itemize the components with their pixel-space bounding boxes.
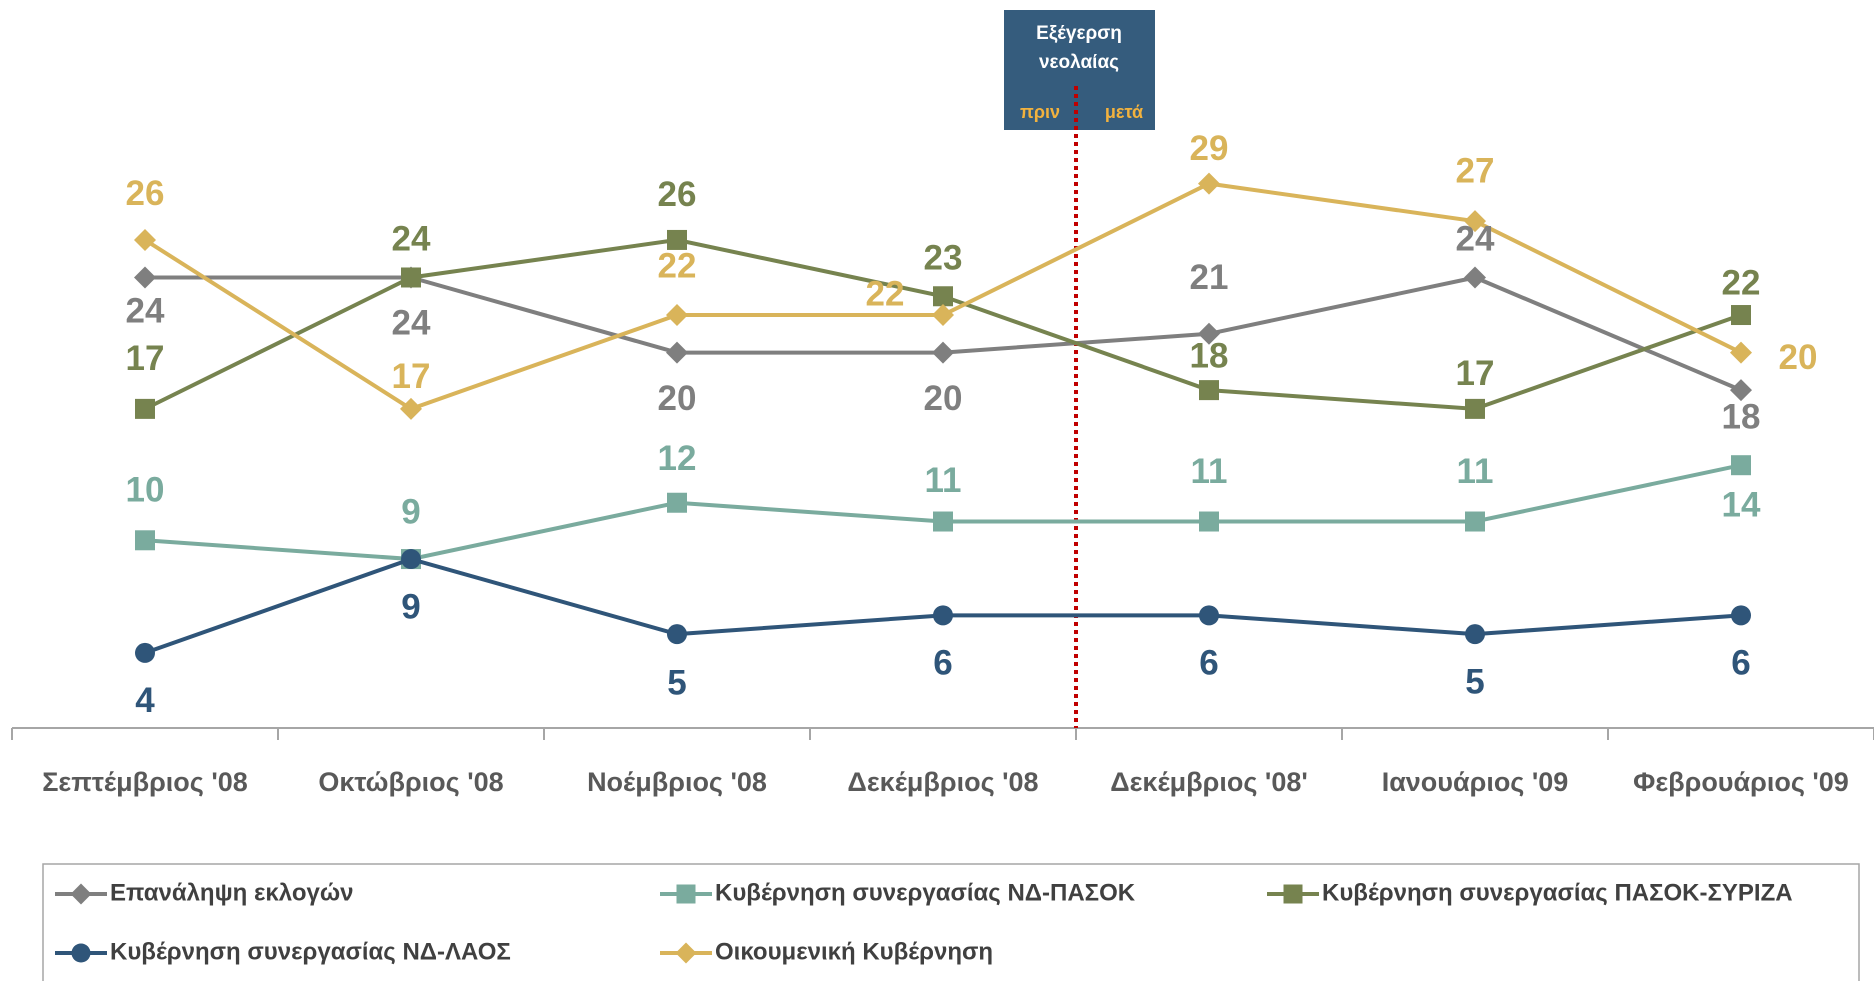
x-tick-label: Οκτώβριος '08 [318,767,503,797]
marker [1730,379,1752,402]
marker [675,942,697,964]
marker [1465,511,1485,532]
data-label: 26 [126,174,165,213]
data-label: 18 [1190,336,1229,375]
marker [135,398,155,419]
data-label: 5 [1465,662,1484,701]
marker [1731,605,1751,626]
marker [667,229,687,250]
marker [401,549,421,570]
data-label: 21 [1190,258,1229,297]
marker [1198,322,1220,345]
legend-box [42,863,1860,981]
data-label: 27 [1456,151,1495,190]
marker [933,511,953,532]
data-label: 6 [1731,644,1750,683]
data-label: 20 [658,379,697,418]
data-label: 22 [658,246,697,285]
marker [1199,380,1219,401]
marker [1465,624,1485,645]
data-label: 9 [401,492,420,531]
marker [1464,210,1486,233]
x-tick-label: Δεκέμβριος '08' [1110,767,1308,797]
marker [1199,605,1219,626]
marker [135,642,155,663]
data-label: 24 [126,292,165,331]
marker [666,341,688,364]
marker [401,267,421,288]
marker [134,266,156,289]
data-label: 24 [392,220,431,259]
x-tick-label: Νοέμβριος '08 [587,767,767,797]
legend-label: Οικουμενική Κυβέρνηση [715,938,993,965]
marker [933,605,953,626]
data-label: 29 [1190,129,1229,168]
legend-label: Επανάληψη εκλογών [110,879,353,906]
data-label: 18 [1722,397,1761,436]
marker [667,492,687,513]
data-label: 10 [126,471,165,510]
marker [933,286,953,307]
x-tick-label: Σεπτέμβριος '08 [42,767,248,797]
marker [666,304,688,327]
data-label: 12 [658,439,697,478]
x-tick-label: Ιανουάριος '09 [1382,767,1569,797]
marker [1464,266,1486,289]
data-label: 14 [1722,485,1761,524]
data-label: 4 [135,681,155,720]
data-label: 17 [392,357,431,396]
marker [1199,511,1219,532]
marker [1283,884,1303,904]
data-label: 20 [1779,338,1818,377]
marker [135,530,155,551]
marker [71,943,91,963]
marker [676,884,696,904]
event-label: νεολαίας [1039,52,1119,73]
data-label: 22 [866,274,905,313]
legend-label: Κυβέρνηση συνεργασίας ΠΑΣΟΚ-ΣΥΡΙΖΑ [1322,879,1793,906]
data-label: 17 [126,339,165,378]
event-after: μετά [1105,102,1143,122]
data-label: 9 [401,587,420,626]
event-before: πριν [1020,102,1060,122]
marker [667,624,687,645]
marker [1730,341,1752,364]
x-tick-label: Δεκέμβριος '08 [847,767,1038,797]
marker [932,341,954,364]
marker [1731,305,1751,326]
event-label: Εξέγερση [1036,23,1122,44]
legend-label: Κυβέρνηση συνεργασίας ΝΔ-ΠΑΣΟΚ [715,879,1136,906]
data-label: 24 [1456,220,1495,259]
marker [932,304,954,327]
data-label: 22 [1722,263,1761,302]
legend-label: Κυβέρνηση συνεργασίας ΝΔ-ΛΑΟΣ [110,938,511,965]
data-label: 23 [924,239,963,278]
data-label: 6 [933,644,952,683]
data-label: 5 [667,663,686,702]
data-label: 26 [658,175,697,214]
marker [70,883,92,905]
x-tick-label: Φεβρουάριος '09 [1633,767,1849,797]
marker [1198,172,1220,195]
data-label: 11 [1457,452,1494,491]
marker [1465,398,1485,419]
marker [400,397,422,420]
data-label: 11 [1191,452,1228,491]
data-label: 20 [924,379,963,418]
data-label: 11 [925,461,962,500]
marker [134,228,156,251]
data-label: 24 [392,304,431,343]
data-label: 6 [1199,644,1218,683]
marker [1731,455,1751,476]
data-label: 17 [1456,354,1495,393]
event-box [1004,10,1155,130]
